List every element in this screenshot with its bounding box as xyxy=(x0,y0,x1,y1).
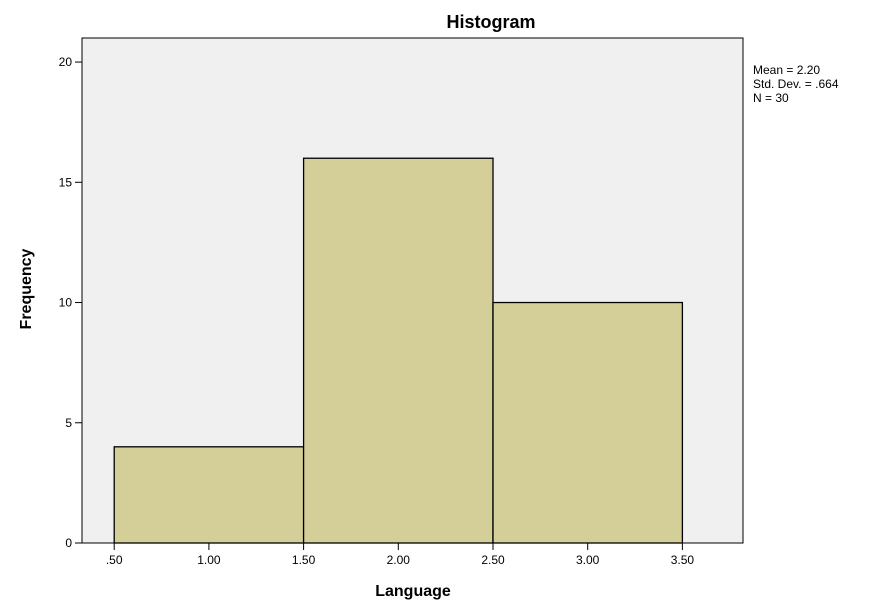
y-axis: 0 5 10 15 20 xyxy=(59,55,82,550)
y-tick-label: 20 xyxy=(59,55,73,69)
stats-n: N = 30 xyxy=(753,91,789,105)
histogram-bar-1 xyxy=(113,446,305,544)
x-tick-label: 3.00 xyxy=(576,553,600,567)
stats-std-dev: Std. Dev. = .664 xyxy=(753,77,839,91)
chart-title: Histogram xyxy=(446,12,535,32)
x-tick-label: 2.50 xyxy=(481,553,505,567)
stats-box: Mean = 2.20 Std. Dev. = .664 N = 30 xyxy=(753,63,839,105)
bars-group xyxy=(113,157,684,544)
x-tick-label: 1.00 xyxy=(197,553,221,567)
x-axis-title: Language xyxy=(375,583,451,600)
x-tick-label: 1.50 xyxy=(292,553,316,567)
x-tick-label: .50 xyxy=(106,553,123,567)
stats-mean: Mean = 2.20 xyxy=(753,63,820,77)
y-tick-label: 15 xyxy=(59,175,73,189)
histogram-bar-3 xyxy=(492,301,684,544)
y-tick-label: 0 xyxy=(65,536,72,550)
x-tick-label: 2.00 xyxy=(387,553,411,567)
x-axis: .50 1.00 1.50 2.00 2.50 3.00 3.50 xyxy=(106,543,695,567)
x-tick-label: 3.50 xyxy=(671,553,695,567)
y-tick-label: 5 xyxy=(65,416,72,430)
y-axis-title: Frequency xyxy=(18,248,35,329)
histogram-bar-2 xyxy=(302,157,494,544)
y-tick-label: 10 xyxy=(59,296,73,310)
